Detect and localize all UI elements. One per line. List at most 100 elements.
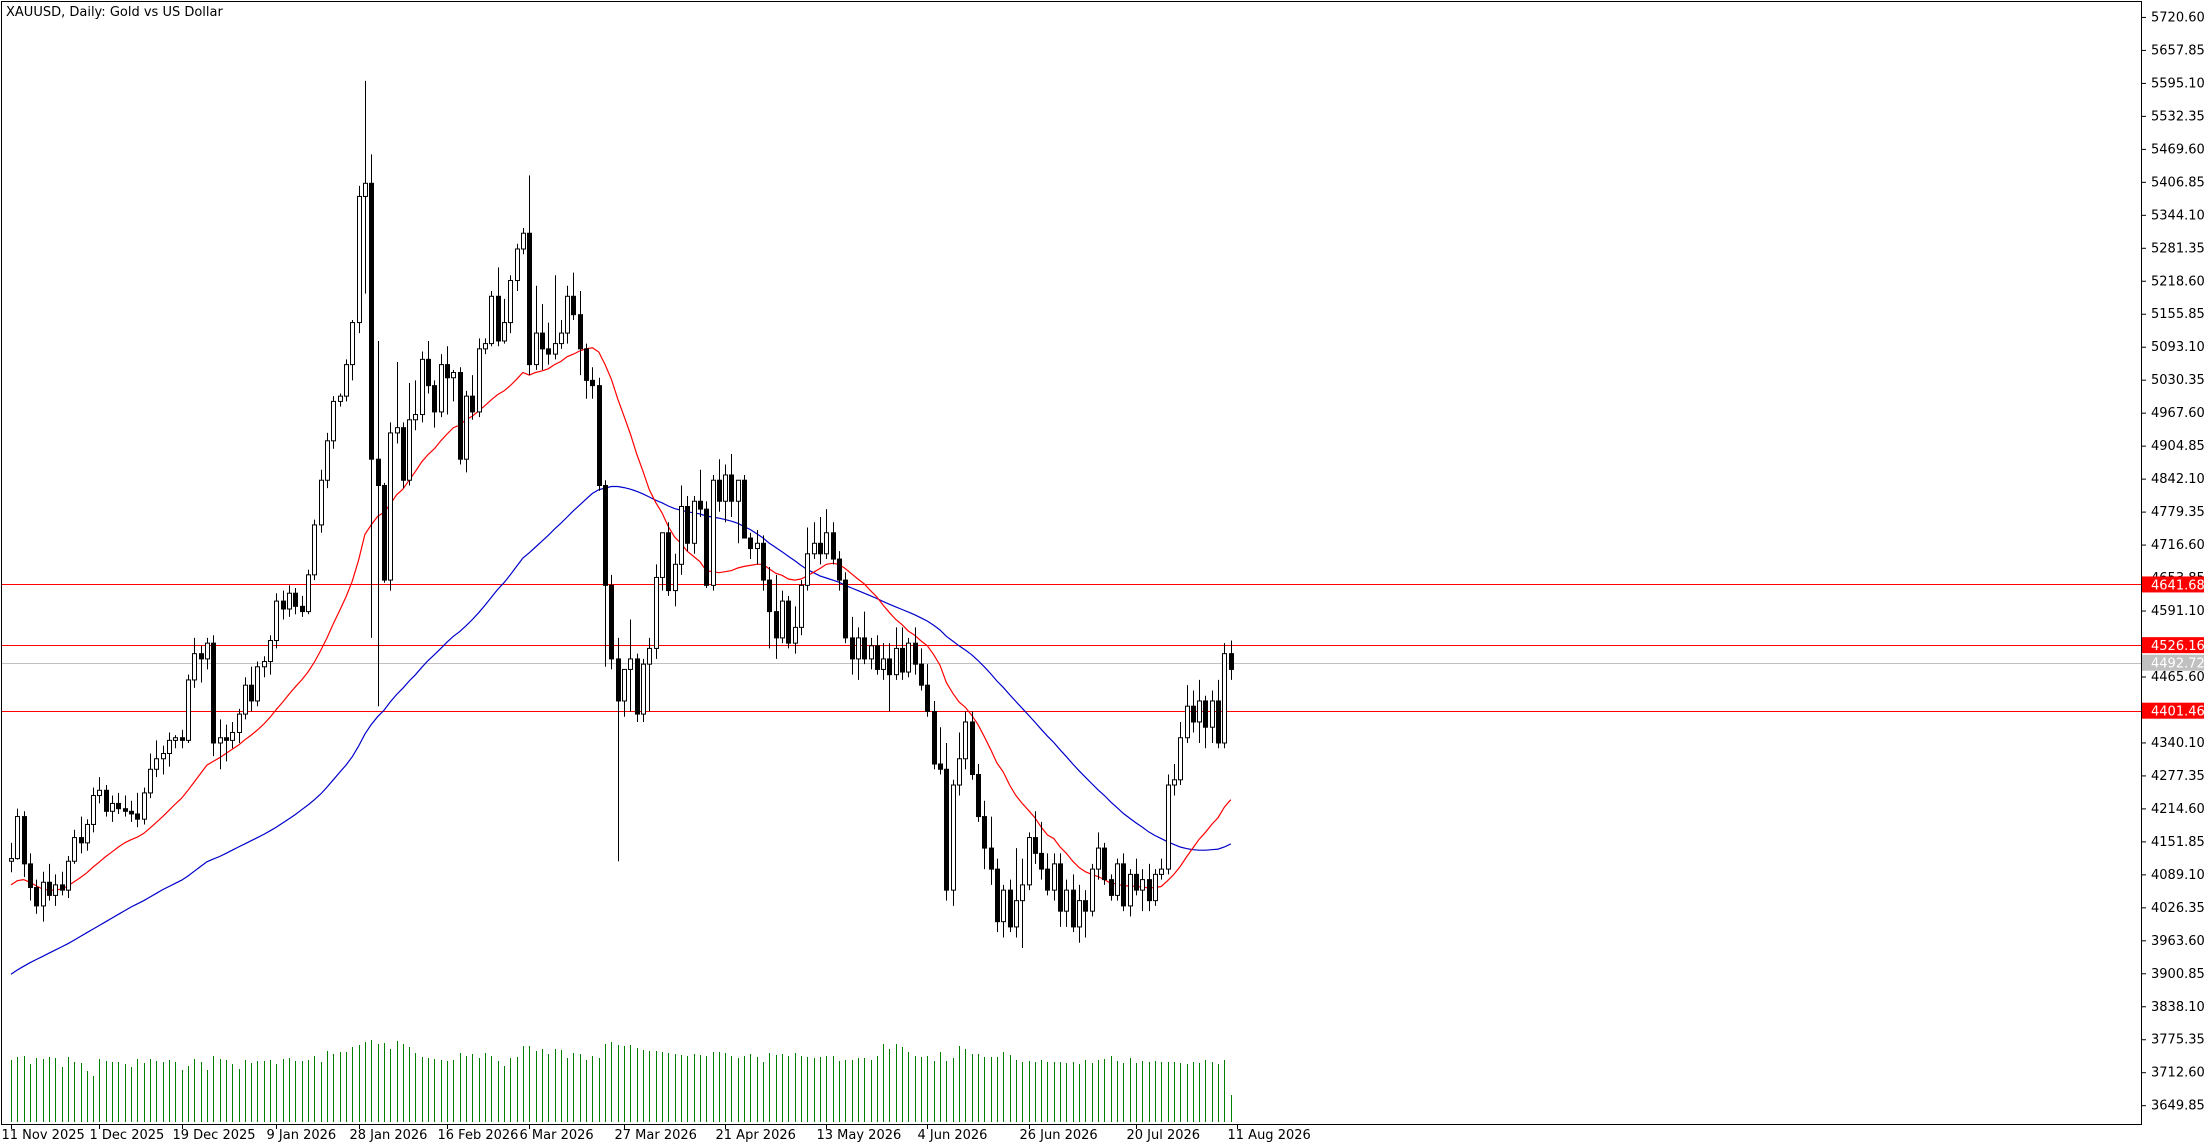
candle [761,535,766,591]
candle-body [15,816,20,860]
y-tick-label: 5030.35 [2151,373,2204,388]
price-axis[interactable]: 5720.60 5657.85 5595.10 5532.35 5469.60 5406.… [2141,10,2204,1114]
candle [805,527,810,591]
candle-body [951,784,956,891]
candle-body [255,666,260,702]
candle [584,343,589,399]
candle [363,80,368,294]
candle-body [230,731,235,741]
x-tick-label: 28 Jan 2026 [350,1128,428,1143]
candle-body [470,395,475,413]
candle [186,674,191,743]
candle [1166,774,1171,875]
candle [382,482,387,583]
level-label-text: 4641.68 [2151,578,2204,593]
candle [685,495,690,552]
candle [1222,643,1227,749]
candle-body [293,592,298,607]
candle [1052,853,1057,901]
y-tick-label: 5344.10 [2151,208,2204,223]
candle [1083,890,1088,938]
candle-body [376,458,381,486]
candle [211,635,216,757]
candle-body [281,600,286,610]
candle [647,637,652,712]
candle-body [1077,900,1082,928]
candle-body [224,737,229,741]
candle [938,727,943,775]
candle [420,351,425,423]
candle-body [963,721,968,760]
candle-body [1191,705,1196,723]
candle [224,724,229,762]
plot-frame [1,1,2142,1125]
candle-body [382,484,387,581]
candle [451,369,456,402]
candle [1216,679,1221,749]
candle [660,532,665,591]
candle-body [110,802,115,812]
candle [148,753,153,799]
x-tick-label: 19 Dec 2025 [173,1128,256,1143]
candle [268,635,273,675]
candle-body [616,658,621,702]
candle [34,879,39,914]
candle [338,393,343,407]
candle [161,745,166,775]
candle [1159,858,1164,880]
candle [515,243,520,292]
candle-body [9,858,14,862]
candle-body [60,884,65,891]
current-price-label-text: 4492.72 [2151,657,2204,672]
candle-body [1222,653,1227,744]
candle [717,459,722,512]
candle-body [578,314,583,350]
candle-body [780,600,785,639]
candle [325,432,330,489]
candle-body [628,658,633,670]
candle [458,367,463,465]
candle-body [129,810,134,815]
candle [496,267,501,347]
candle-body [426,358,431,387]
candle [1203,695,1208,749]
candle-body [154,758,159,770]
candle-body [685,506,690,544]
candle [786,595,791,649]
candle-body [331,400,336,442]
candle-body [774,611,779,639]
candle-body [104,789,109,812]
time-axis[interactable]: 11 Nov 2025 1 Dec 2025 19 Dec 2025 9 Jan 20… [2,1124,1311,1143]
candle-body [793,626,798,644]
candle-body [28,863,33,889]
candle-body [1058,863,1063,912]
candle-body [1083,900,1088,912]
candle [15,808,20,860]
candle-body [641,663,646,715]
candle [53,874,58,906]
candle-body [508,280,513,324]
candle-body [875,645,880,670]
candle-body [72,837,77,862]
candle [274,593,279,649]
candle-body [938,763,943,770]
candle-body [698,500,703,510]
volume-bars [11,1040,1232,1122]
candle [540,304,545,370]
candle [85,819,90,851]
candle-body [237,713,242,733]
candle-body [1039,852,1044,870]
candle [281,590,286,620]
candle-body [205,642,210,660]
candle [894,627,899,680]
candle [1071,874,1076,933]
y-tick-label: 5595.10 [2151,76,2204,91]
candle-body [824,532,829,555]
candle-body [887,658,892,676]
candle-body [458,371,463,460]
candle-body [287,592,292,610]
candle [1178,721,1183,786]
y-tick-label: 4716.60 [2151,538,2204,553]
